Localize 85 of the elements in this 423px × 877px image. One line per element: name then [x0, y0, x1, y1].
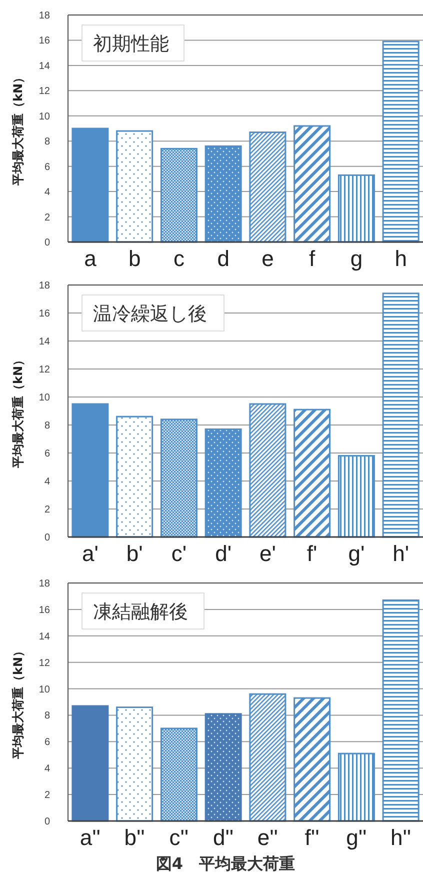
y-tick-label: 8: [44, 420, 50, 432]
y-axis-title: 平均最大荷重（kN）: [11, 354, 26, 470]
bar: [249, 403, 286, 538]
y-tick-label: 4: [44, 764, 50, 775]
bar: [160, 418, 198, 538]
y-tick-label: 2: [44, 212, 50, 224]
y-tick-label: 12: [38, 658, 50, 669]
y-tick-label: 8: [44, 136, 50, 148]
text: 初期性能: [93, 33, 169, 55]
y-tick-label: 2: [44, 504, 50, 516]
x-tick-label: d'': [212, 825, 234, 850]
x-tick-label: f: [309, 246, 316, 271]
y-tick-label: 16: [38, 604, 50, 616]
bar: [338, 752, 375, 822]
bar: [294, 408, 331, 538]
text: 温冷繰返し後: [93, 303, 207, 325]
bar: [72, 705, 109, 822]
x-tick-label: e: [262, 246, 274, 271]
caption: 図4 平均最大荷重: [156, 854, 296, 873]
bar: [204, 713, 242, 822]
y-tick-label: 0: [44, 238, 50, 248]
x-tick-label: g'': [346, 825, 367, 850]
x-tick-label: f'': [304, 825, 320, 850]
bar: [116, 130, 154, 243]
x-tick-label: c: [173, 246, 184, 271]
y-tick-label: 18: [38, 10, 50, 22]
y-tick-label: 10: [38, 111, 50, 122]
y-tick-label: 6: [44, 448, 50, 460]
y-axis-title: 平均最大荷重（kN）: [11, 71, 26, 187]
bar: [294, 697, 331, 822]
y-tick-label: 18: [38, 280, 50, 292]
y-tick-label: 14: [38, 60, 50, 72]
bar: [249, 132, 286, 243]
bar: [72, 128, 109, 243]
y-tick-label: 10: [38, 684, 50, 696]
y-tick-label: 8: [44, 710, 50, 722]
x-tick-label: f': [306, 541, 318, 566]
bar: [204, 145, 242, 243]
bar: [116, 706, 154, 822]
bar: [382, 292, 420, 538]
bar: [160, 148, 198, 243]
bar: [160, 728, 198, 822]
x-tick-label: d: [217, 246, 230, 271]
y-tick-label: 14: [38, 336, 50, 348]
y-tick-label: 4: [44, 476, 50, 488]
bar: [382, 40, 420, 243]
bar: [116, 416, 154, 538]
y-tick-label: 12: [38, 86, 50, 98]
bar: [294, 125, 331, 243]
x-tick-label: b'': [124, 825, 145, 850]
x-tick-label: b': [126, 541, 143, 566]
y-tick-label: 6: [44, 737, 50, 748]
bar: [72, 403, 109, 538]
x-tick-label: c': [171, 541, 187, 566]
x-tick-label: c'': [169, 825, 189, 850]
x-tick-label: a'': [80, 825, 101, 850]
y-axis-title: 平均最大荷重（kN）: [11, 644, 26, 760]
y-tick-label: 14: [38, 631, 50, 642]
bar: [204, 428, 242, 538]
bar: [382, 599, 420, 822]
x-tick-label: h'': [390, 825, 412, 850]
x-tick-label: h': [392, 541, 410, 566]
x-tick-label: d': [215, 541, 232, 566]
y-tick-label: 4: [44, 187, 50, 198]
x-tick-label: b: [128, 246, 141, 271]
y-tick-label: 0: [44, 532, 50, 544]
x-tick-label: g: [350, 246, 363, 271]
x-tick-label: g': [348, 541, 365, 566]
bar: [338, 174, 375, 243]
x-tick-label: a': [82, 541, 98, 566]
x-tick-label: e'': [257, 825, 278, 850]
x-tick-label: a: [84, 246, 98, 271]
bar: [338, 455, 375, 538]
x-tick-label: h: [394, 246, 407, 271]
y-tick-label: 6: [44, 162, 50, 173]
text: 凍結融解後: [93, 601, 188, 623]
y-tick-label: 18: [38, 578, 50, 590]
x-tick-label: e': [259, 541, 276, 566]
y-tick-label: 0: [44, 816, 50, 828]
bar: [249, 693, 286, 822]
y-tick-label: 16: [38, 36, 50, 47]
y-tick-label: 10: [38, 392, 50, 404]
y-tick-label: 12: [38, 364, 50, 376]
y-tick-label: 16: [38, 308, 50, 320]
y-tick-label: 2: [44, 790, 50, 802]
